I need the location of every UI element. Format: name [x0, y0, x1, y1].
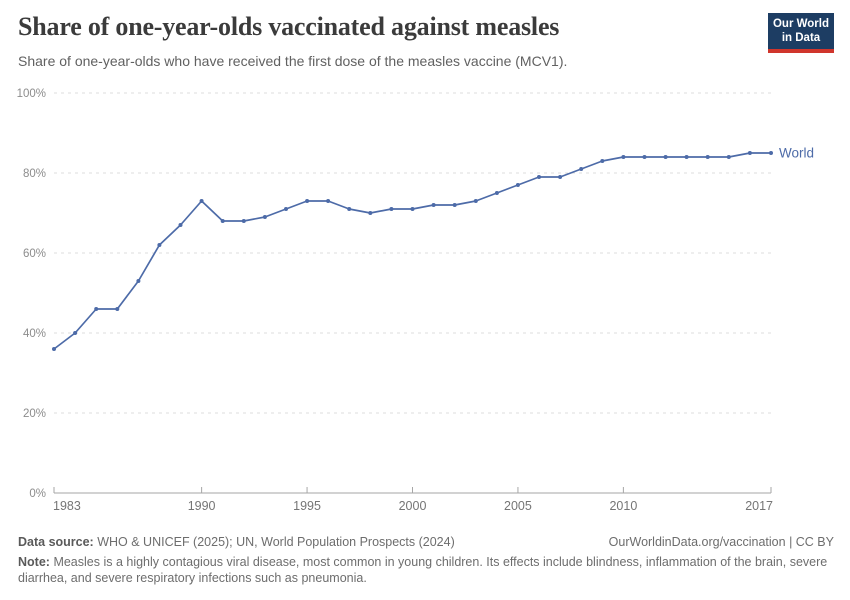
x-axis-label: 1990 [188, 499, 216, 513]
y-axis-label: 60% [23, 248, 46, 260]
data-point [368, 211, 373, 215]
data-point [178, 223, 183, 227]
y-axis-label: 40% [23, 328, 46, 340]
data-point [94, 307, 99, 311]
page-title: Share of one-year-olds vaccinated agains… [18, 12, 560, 41]
data-line [53, 152, 772, 350]
y-axis-label: 20% [23, 408, 46, 420]
data-point [579, 167, 584, 171]
data-point [515, 183, 520, 187]
data-point [705, 155, 710, 159]
data-source-label: Data source: [18, 535, 94, 549]
y-axis-label: 100% [17, 88, 46, 100]
data-point [199, 199, 204, 203]
owid-logo-line1: Our World [772, 18, 829, 30]
data-point [473, 199, 478, 203]
footer-note-text: Measles is a highly contagious viral dis… [18, 554, 828, 586]
data-source-text: WHO & UNICEF (2025); UN, World Populatio… [97, 535, 455, 549]
data-point [389, 207, 394, 211]
data-point [347, 207, 352, 211]
data-point [410, 207, 415, 211]
x-axis-label: 2000 [399, 499, 427, 513]
data-point [663, 155, 668, 159]
owid-logo-line2: in Data [781, 32, 821, 45]
x-axis-label: 2005 [504, 499, 532, 513]
chart-header: Share of one-year-olds vaccinated agains… [18, 12, 834, 69]
footer-license-link[interactable]: OurWorldinData.org/vaccination | CC BY [608, 535, 834, 549]
series-label-world[interactable]: World [779, 146, 814, 161]
chart-subtitle: Share of one-year-olds who have received… [18, 53, 568, 69]
data-point [747, 151, 752, 155]
data-point [115, 307, 120, 311]
data-point [284, 207, 288, 211]
x-axis-label: 2010 [609, 499, 637, 513]
data-point [136, 279, 141, 283]
y-axis-label: 80% [23, 168, 46, 180]
x-axis-label: 1983 [53, 499, 81, 513]
data-point [769, 151, 773, 155]
x-axis-label: 1995 [293, 499, 321, 513]
data-point [600, 159, 605, 163]
footer-note-label: Note: [18, 554, 50, 569]
x-axis-label: 2017 [745, 499, 773, 513]
data-point [642, 155, 647, 159]
data-point [494, 191, 499, 195]
data-point [684, 155, 689, 159]
data-point [726, 155, 731, 159]
data-point [241, 219, 246, 223]
owid-logo[interactable]: Our World in Data [768, 13, 834, 53]
data-point [431, 203, 436, 207]
y-axis-label: 0% [29, 488, 46, 500]
data-point [220, 219, 225, 223]
data-source-line: Data source: WHO & UNICEF (2025); UN, Wo… [18, 534, 455, 551]
data-point [157, 243, 162, 247]
data-point [537, 175, 541, 179]
data-point [262, 215, 267, 219]
data-point [558, 175, 563, 179]
data-point [305, 199, 310, 203]
data-point [621, 155, 626, 159]
data-point [73, 331, 78, 335]
data-point [452, 203, 457, 207]
data-point [326, 199, 331, 203]
footer: Data source: WHO & UNICEF (2025); UN, Wo… [18, 534, 834, 587]
footer-note: Note: Measles is a highly contagious vir… [18, 554, 834, 587]
data-point [52, 347, 56, 351]
